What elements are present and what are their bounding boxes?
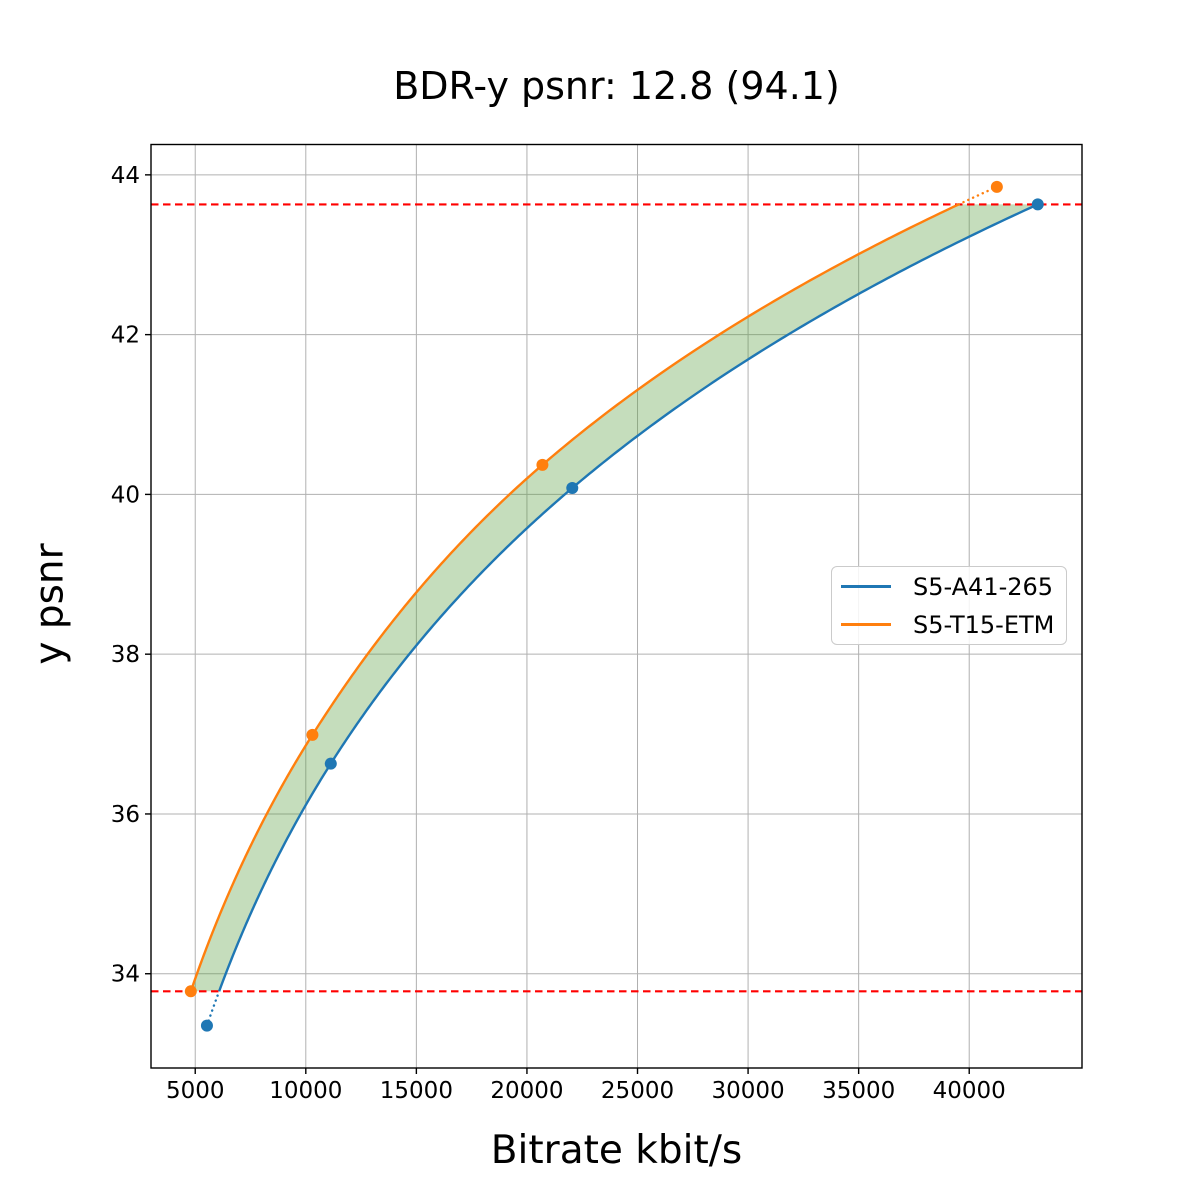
legend-item-s5-a41-265: S5-A41-265 (832, 573, 1066, 601)
data-point-S5-A41-265 (324, 757, 337, 770)
curve-extrapolated-S5-T15-ETM (957, 185, 999, 206)
y-tick-label: 42 (111, 323, 140, 349)
data-point-S5-T15-ETM (536, 458, 549, 471)
curve-extrapolated-S5-A41-265 (205, 990, 221, 1027)
data-point-S5-A41-265 (1031, 198, 1044, 211)
data-point-S5-A41-265 (200, 1019, 213, 1032)
curve-S5-T15-ETM (189, 203, 960, 992)
x-tick-label: 25000 (601, 1078, 674, 1104)
y-tick-label: 38 (111, 642, 140, 668)
x-tick-label: 30000 (711, 1078, 784, 1104)
data-point-S5-T15-ETM (306, 728, 319, 741)
legend-label-s5-t15-etm: S5-T15-ETM (913, 610, 1055, 639)
x-tick-label: 40000 (933, 1078, 1006, 1104)
y-tick-label: 36 (111, 802, 140, 828)
x-tick-label: 35000 (822, 1078, 895, 1104)
x-tick-label: 10000 (269, 1078, 342, 1104)
y-tick-label: 34 (111, 962, 140, 988)
y-tick-label: 44 (111, 163, 140, 189)
curve-S5-A41-265 (217, 203, 1039, 992)
data-point-S5-A41-265 (566, 482, 579, 495)
legend-line-swatch-s5-a41-265 (841, 585, 891, 588)
y-tick-label: 40 (111, 482, 140, 508)
x-tick-label: 5000 (166, 1078, 225, 1104)
legend-line-swatch-s5-t15-etm (841, 623, 891, 626)
axes-frame (150, 143, 1083, 1069)
data-point-S5-T15-ETM (990, 180, 1003, 193)
x-axis-label: Bitrate kbit/s (490, 1128, 743, 1173)
legend-item-s5-t15-etm: S5-T15-ETM (832, 611, 1066, 639)
legend: S5-A41-265 S5-T15-ETM (831, 566, 1067, 645)
x-tick-label: 20000 (490, 1078, 563, 1104)
chart-title: BDR-y psnr: 12.8 (94.1) (393, 64, 840, 108)
legend-label-s5-a41-265: S5-A41-265 (913, 572, 1054, 601)
x-tick-label: 15000 (380, 1078, 453, 1104)
data-point-S5-T15-ETM (184, 985, 197, 998)
